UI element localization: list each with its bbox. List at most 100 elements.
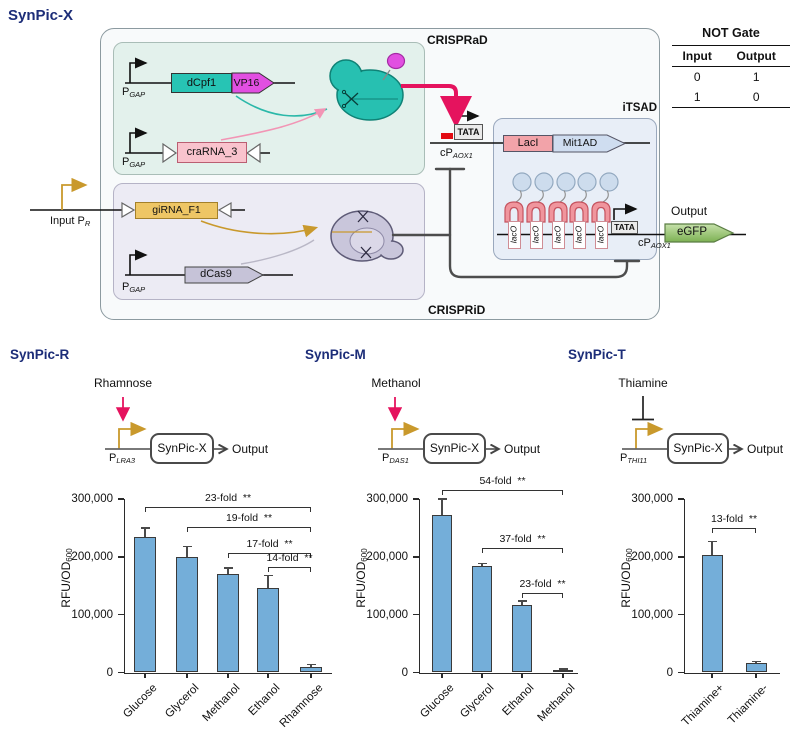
bar	[701, 554, 723, 673]
error-bar	[186, 547, 188, 558]
error-bar	[310, 664, 312, 667]
error-bar-cap	[707, 540, 717, 543]
y-axis-title: RFU/OD600	[59, 548, 74, 608]
y-tick-label: 0	[401, 666, 408, 679]
panel-m-inducer: Methanol	[371, 376, 421, 390]
panel-r-arrows	[105, 397, 226, 449]
x-tick	[562, 674, 564, 678]
pgap-label: PGAP	[122, 281, 146, 294]
crisprid-label: CRISPRiD	[428, 303, 486, 317]
error-bar	[711, 541, 713, 555]
fold-annotation: 54-fold **	[479, 474, 526, 487]
fold-annotation: 14-fold **	[266, 552, 313, 565]
x-tick	[310, 674, 312, 678]
itsad-label: iTSAD	[622, 102, 658, 114]
table-row: 1 0	[672, 87, 790, 108]
bar	[512, 604, 532, 673]
dcas9-gene-shape	[184, 266, 265, 284]
error-bar-cap	[182, 545, 192, 548]
crisprad-label: CRISPRaD	[427, 33, 488, 47]
fold-annotation: 37-fold **	[499, 533, 546, 546]
crarna-gene: craRNA_3	[177, 142, 247, 163]
scissors-icon	[357, 210, 369, 223]
dcas9-protein-curve	[240, 239, 315, 265]
fold-bracket	[145, 507, 311, 513]
x-axis	[418, 672, 578, 674]
fold-annotation: 13-fold **	[710, 512, 758, 525]
fold-bracket	[228, 552, 311, 558]
x-axis	[123, 672, 332, 674]
not-gate-header-output: Output	[722, 45, 790, 67]
panel-t-inducer: Thiamine	[618, 376, 668, 390]
input-promoter-label: Input PR	[50, 215, 91, 228]
mit1ad-gene-shape	[552, 134, 627, 153]
panel-r-promoter: PLRA3	[109, 452, 136, 465]
error-bar-cap	[223, 567, 233, 569]
y-tick-label: 200,000	[71, 550, 113, 563]
error-bar	[144, 528, 146, 537]
fold-bracket	[522, 593, 563, 599]
laco-site	[507, 221, 521, 249]
error-bar	[562, 669, 564, 671]
x-tick	[521, 674, 523, 678]
y-tick	[677, 498, 684, 500]
scissors-icon	[360, 246, 372, 259]
activation-arrow	[401, 84, 472, 128]
girna-curve-arrow	[200, 220, 319, 238]
error-bar	[267, 575, 269, 589]
fold-bracket	[187, 526, 311, 532]
error-bar	[227, 568, 229, 574]
laco-site-label: lacO	[595, 225, 606, 244]
y-tick	[117, 498, 124, 500]
error-bar-cap	[517, 600, 527, 602]
error-bar-cap	[140, 527, 150, 529]
y-tick	[677, 556, 684, 558]
x-tick	[755, 674, 757, 678]
cpaox1-label: cPAOX1	[638, 237, 671, 250]
fold-bracket	[712, 527, 756, 533]
scissors-icon	[344, 92, 359, 106]
y-axis-title: RFU/OD600	[619, 548, 634, 608]
not-gate-table: NOT Gate Input Output 0 1 1 0	[672, 26, 790, 108]
panel-r-module-box: SynPic-X	[150, 433, 214, 464]
site-triangles	[121, 142, 261, 219]
laco-site	[594, 221, 608, 249]
error-bar-cap	[558, 668, 568, 670]
bar	[176, 557, 198, 673]
not-gate-title: NOT Gate	[702, 26, 760, 40]
y-axis	[683, 499, 685, 674]
y-tick	[117, 556, 124, 558]
x-tick	[267, 674, 269, 678]
panel-m-promoter: PDAS1	[382, 452, 409, 465]
bar	[257, 588, 279, 673]
y-tick-label: 0	[666, 666, 673, 679]
laci-gene: LacI	[503, 135, 553, 152]
x-tick	[441, 674, 443, 678]
vp16-domain-blob	[386, 52, 406, 70]
error-bar-cap	[477, 562, 487, 565]
laco-site-label: lacO	[552, 225, 563, 244]
girna-gene: giRNA_F1	[135, 202, 218, 219]
bar	[432, 514, 452, 673]
dcpf1-vp16-complex-blob	[329, 52, 406, 121]
laco-site-label: lacO	[508, 225, 519, 244]
pgap-label: PGAP	[122, 156, 146, 169]
fold-annotation: 23-fold **	[204, 492, 252, 505]
panel-t-arrows	[622, 396, 741, 449]
error-bar	[481, 563, 483, 566]
input-promoter-arrow	[61, 177, 88, 210]
output-label: Output	[671, 204, 708, 218]
panel-t-module-box: SynPic-X	[667, 433, 729, 464]
bar	[217, 573, 239, 673]
error-bar	[755, 662, 757, 664]
fold-bracket	[482, 548, 563, 554]
panel-r-title: SynPic-R	[10, 347, 70, 362]
y-tick-label: 100,000	[366, 608, 408, 621]
panel-t-promoter: PTHI11	[620, 452, 648, 465]
y-axis-title: RFU/OD600	[354, 548, 369, 608]
tata-box: TATA	[454, 124, 483, 140]
laco-site-label: lacO	[573, 225, 584, 244]
panel-t-output: Output	[747, 442, 784, 456]
x-tick	[186, 674, 188, 678]
